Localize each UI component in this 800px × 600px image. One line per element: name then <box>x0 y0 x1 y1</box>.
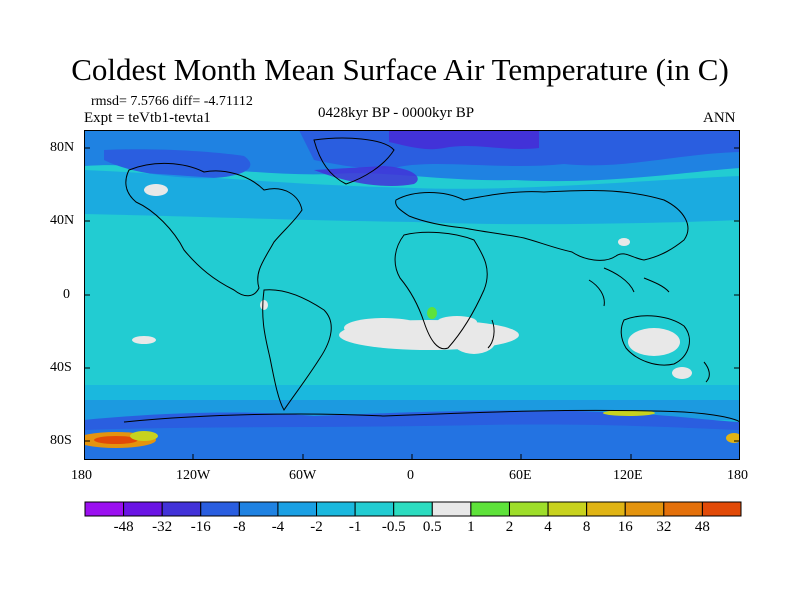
temperature-map <box>84 130 740 460</box>
colorbar-label-7: -0.5 <box>381 519 406 535</box>
colorbar-box-7 <box>354 501 395 517</box>
colorbar-box-9 <box>431 501 472 517</box>
colorbar-box-16 <box>701 501 742 517</box>
colorbar-label-5: -2 <box>310 519 323 535</box>
rmsd-diff-label: rmsd= 7.5766 diff= -4.71112 <box>91 94 253 109</box>
period-label: 0428kyr BP - 0000kyr BP <box>318 105 475 121</box>
coast-new-zealand <box>703 361 710 383</box>
colorbar-box-8 <box>393 501 433 517</box>
coast-maritime-continent <box>588 267 670 307</box>
colorbar-box-2 <box>161 501 202 517</box>
field-nh-midlat <box>84 170 740 225</box>
colorbar-box-10 <box>470 501 510 517</box>
lat-label-0: 0 <box>63 287 70 302</box>
lon-label-180-left: 180 <box>71 468 92 483</box>
colorbar-label-10: 2 <box>505 519 514 535</box>
colorbar-box-13 <box>586 501 626 517</box>
coast-south-america <box>262 289 332 411</box>
colorbar-label-3: -8 <box>233 519 246 535</box>
plot-title: Coldest Month Mean Surface Air Temperatu… <box>71 52 729 87</box>
lon-label-60w: 60W <box>289 468 317 483</box>
colorbar-box-14 <box>624 501 665 517</box>
colorbar-label-13: 16 <box>617 519 633 535</box>
colorbar-label-15: 48 <box>694 519 710 535</box>
colorbar-label-8: 0.5 <box>422 519 442 535</box>
coast-antarctica <box>123 409 740 423</box>
coast-australia <box>620 315 690 366</box>
lat-label-80n: 80N <box>50 140 75 155</box>
colorbar-label-11: 4 <box>544 519 552 535</box>
coast-greenland <box>313 137 395 185</box>
coast-north-america <box>125 162 303 297</box>
colorbar-box-12 <box>547 501 588 517</box>
experiment-label: Expt = teVtb1-tevta1 <box>84 110 211 126</box>
coast-eurasia <box>395 190 689 261</box>
colorbar-box-15 <box>663 501 703 517</box>
colorbar-label-12: 8 <box>582 519 591 535</box>
lat-label-40s: 40S <box>50 360 72 375</box>
colorbar-box-4 <box>238 501 279 517</box>
colorbar <box>84 501 742 517</box>
colorbar-label-14: 32 <box>656 519 672 535</box>
field-neutral-australia <box>628 328 680 356</box>
lon-label-0: 0 <box>407 468 414 483</box>
field-warm-africa <box>427 307 437 319</box>
lon-label-60e: 60E <box>509 468 532 483</box>
colorbar-box-5 <box>277 501 318 517</box>
coast-africa <box>394 231 488 350</box>
lat-label-80s: 80S <box>50 433 72 448</box>
colorbar-box-3 <box>200 501 240 517</box>
lat-label-40n: 40N <box>50 213 75 228</box>
lon-label-120w: 120W <box>176 468 211 483</box>
lon-label-120e: 120E <box>613 468 643 483</box>
tick-marks <box>84 147 740 460</box>
colorbar-box-0 <box>84 501 125 517</box>
coast-madagascar <box>487 319 495 349</box>
colorbar-label-2: -16 <box>190 519 211 535</box>
colorbar-box-6 <box>316 501 356 517</box>
lon-label-180-right: 180 <box>727 468 748 483</box>
field-neutral-alaska <box>144 184 168 196</box>
coastlines <box>123 137 740 423</box>
colorbar-label-4: -4 <box>271 519 285 535</box>
colorbar-label-1: -32 <box>152 519 173 535</box>
colorbar-box-11 <box>508 501 549 517</box>
temperature-field <box>84 130 740 460</box>
colorbar-label-6: -1 <box>348 519 362 535</box>
colorbar-box-1 <box>123 501 163 517</box>
season-label: ANN <box>703 110 736 126</box>
colorbar-label-9: 1 <box>467 519 475 535</box>
colorbar-label-0: -48 <box>113 519 134 535</box>
